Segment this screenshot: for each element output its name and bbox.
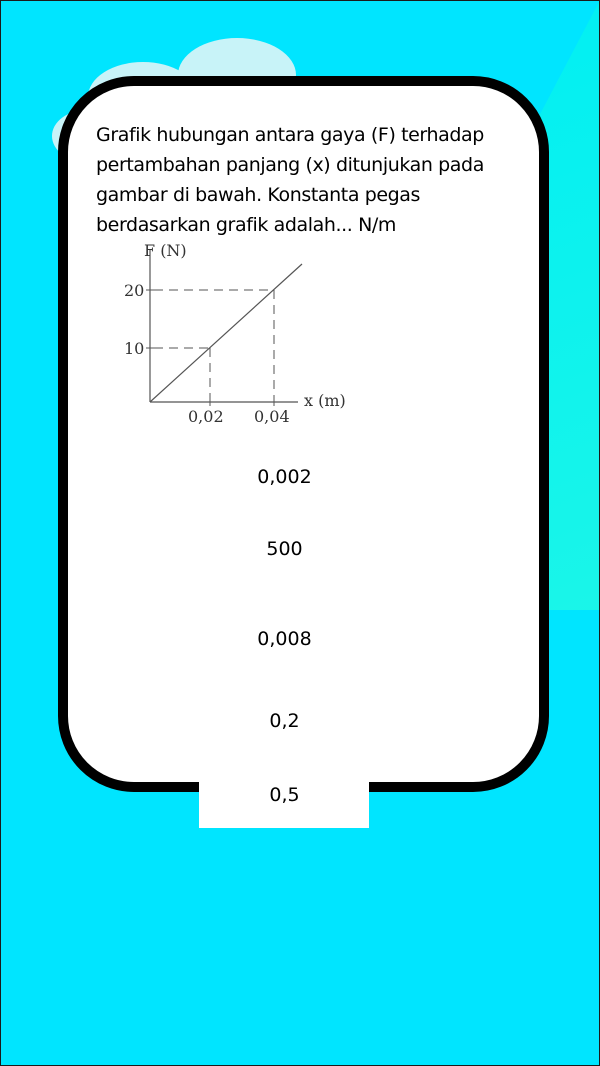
force-extension-graph: F (N) x (m) 20 10 0,02 0,04: [124, 241, 346, 426]
option-d[interactable]: 0,2: [269, 710, 300, 732]
option-a[interactable]: 0,002: [257, 466, 312, 488]
question-text: Grafik hubungan antara gaya (F) terhadap…: [96, 124, 484, 236]
x-axis-label: x (m): [304, 391, 346, 410]
option-e[interactable]: 0,5: [269, 784, 300, 806]
x-tick-label-002: 0,02: [188, 407, 224, 426]
y-tick-label-20: 20: [124, 281, 144, 300]
y-axis-label: F (N): [144, 241, 187, 260]
option-tab-background: [199, 767, 369, 828]
y-tick-label-10: 10: [124, 339, 144, 358]
option-b[interactable]: 500: [266, 538, 303, 560]
option-c[interactable]: 0,008: [257, 628, 312, 650]
question-card: [58, 76, 549, 792]
force-line: [149, 263, 303, 403]
x-tick-label-004: 0,04: [254, 407, 290, 426]
